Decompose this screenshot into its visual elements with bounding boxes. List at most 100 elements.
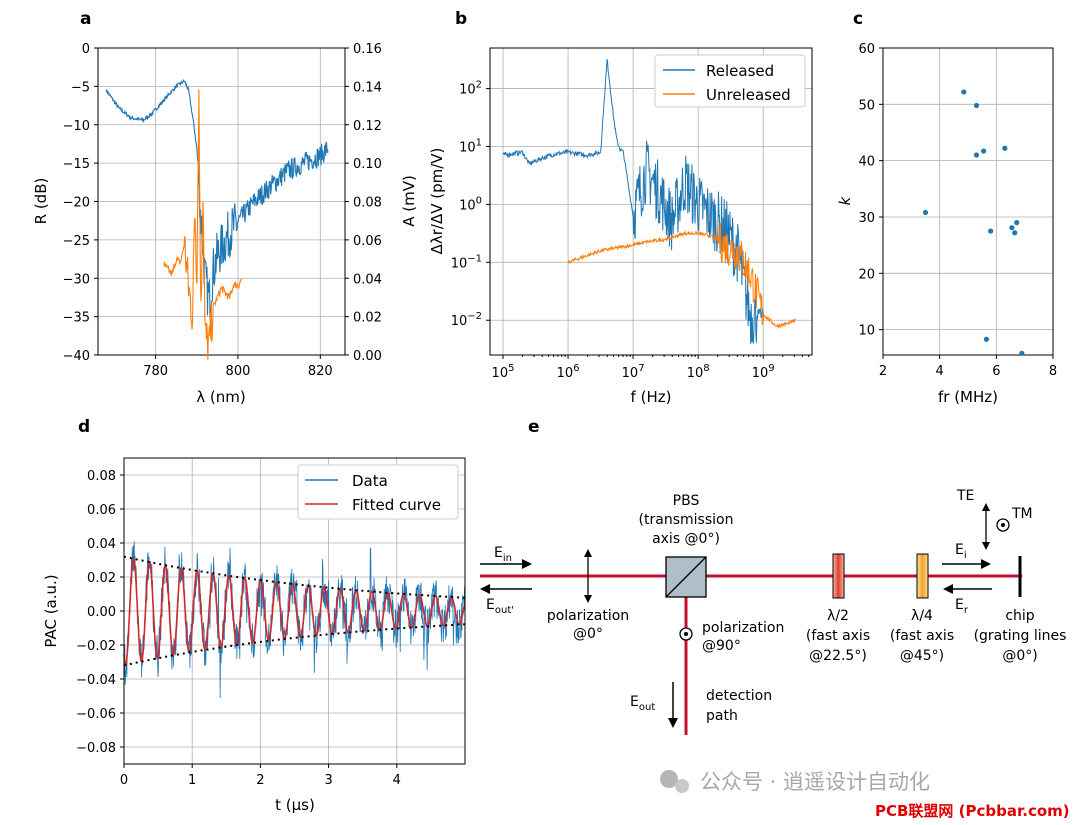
scatter-point [1014, 220, 1020, 226]
ei-label: Ei [955, 542, 967, 561]
tick-label-y-b: 10−1 [451, 253, 482, 271]
scatter-point [973, 152, 980, 158]
qwp-label-1: λ/4 [911, 608, 933, 624]
detection-label-1: detection [706, 688, 772, 704]
tick-label-x-b: 109 [752, 363, 775, 381]
pbs-sub-1: (transmission [639, 512, 734, 528]
scatter-point [980, 148, 987, 154]
panel-label-c: c [853, 9, 863, 29]
er-arrowhead [943, 584, 953, 594]
tick-label-x-c: 2 [879, 364, 887, 379]
tick-label-y-a: −35 [63, 311, 90, 326]
legend-d: Data Fitted curve [297, 464, 459, 520]
legend-label-unreleased: Unreleased [706, 86, 791, 104]
tick-label-y2-a: 0.02 [353, 311, 382, 326]
tick-label-y2-a: 0.12 [353, 119, 382, 134]
tick-label-x-d: 0 [120, 773, 128, 788]
scatter-point [961, 89, 967, 95]
pol0-label-2: @0° [573, 626, 603, 642]
x-axis-label-b: f (Hz) [631, 388, 672, 406]
chip-label-3: @0°) [1002, 648, 1037, 664]
tick-label-x-d: 1 [188, 773, 196, 788]
tick-label-y-b: 100 [459, 195, 482, 213]
y-axis-label-d: PAC (a.u.) [42, 574, 60, 647]
tick-label-y-a: −30 [63, 272, 90, 287]
hwp-label-2: (fast axis [806, 628, 870, 644]
tick-label-y-b: 102 [459, 80, 482, 98]
pol90-dot-center [684, 632, 688, 636]
chip-label-2: (grating lines [974, 628, 1067, 644]
plot-frame-c [882, 47, 1054, 356]
hwp-label-1: λ/2 [827, 608, 849, 624]
pol0-arrowhead-down [584, 595, 592, 603]
scatter-point [1012, 230, 1018, 236]
tick-label-x-b: 108 [687, 363, 710, 381]
panel-label-a: a [80, 9, 91, 29]
series-unreleased-line [567, 221, 796, 330]
y2-axis-label-a: A (mV) [400, 175, 418, 227]
tick-label-y2-a: 0.04 [353, 272, 382, 287]
legend-box-d [297, 464, 459, 520]
tick-label-y2-a: 0.16 [353, 42, 382, 57]
wechat-icon [660, 770, 678, 788]
chart-c: 2 4 6 8 10 20 30 40 50 60 fr (MHz) k [836, 42, 1057, 406]
tick-label-y2-a: 0.06 [353, 234, 382, 249]
tick-label-y-d: 0.04 [87, 537, 116, 552]
tick-label-x-d: 3 [324, 773, 332, 788]
tick-label-y-a: −10 [63, 119, 90, 134]
x-axis-label-a: λ (nm) [196, 388, 245, 406]
detection-label-2: path [706, 708, 738, 724]
tick-label-y-d: 0.00 [87, 605, 116, 620]
te-label: TE [956, 488, 974, 504]
eout-label: Eout [630, 694, 655, 713]
tick-label-y-d: −0.02 [76, 639, 116, 654]
scatter-point [988, 228, 994, 234]
scatter-point [1019, 350, 1025, 356]
pbs-title: PBS [673, 493, 700, 509]
ei-arrowhead [981, 559, 991, 569]
tick-label-y-c: 40 [858, 155, 875, 170]
plot-frame-b [489, 47, 813, 356]
tick-label-x-b: 105 [492, 363, 515, 381]
tick-label-y-d: −0.08 [76, 741, 116, 756]
panel-label-d: d [78, 417, 90, 437]
y-axis-label-a: R (dB) [32, 178, 50, 225]
tm-dot-center [1001, 523, 1005, 527]
series-fit-line [123, 557, 466, 667]
eoutp-arrowhead [480, 584, 490, 594]
tick-label-y-a: 0 [82, 42, 90, 57]
tick-label-y-b: 101 [459, 137, 482, 155]
tick-label-x-c: 8 [1049, 364, 1057, 379]
tick-label-y2-a: 0.00 [353, 349, 382, 364]
qwp-label-3: @45°) [900, 648, 944, 664]
te-arrowhead-up [982, 503, 990, 511]
tick-label-x-d: 2 [256, 773, 264, 788]
tick-label-y-a: −15 [63, 157, 90, 172]
pol0-label-1: polarization [547, 608, 629, 624]
panel-label-e: e [528, 417, 540, 437]
tick-label-y-a: −20 [63, 196, 90, 211]
tick-label-x-d: 4 [393, 773, 401, 788]
tick-label-y2-a: 0.10 [353, 157, 382, 172]
scatter-point [1009, 225, 1015, 231]
tick-label-y-d: −0.04 [76, 673, 116, 688]
scatter-point [983, 336, 990, 342]
qwp-label-2: (fast axis [890, 628, 954, 644]
tick-label-y-d: 0.02 [87, 571, 116, 586]
te-arrowhead-down [982, 542, 990, 550]
tick-label-x-b: 106 [557, 363, 580, 381]
tick-label-y-d: 0.06 [87, 503, 116, 518]
tick-label-y2-a: 0.08 [353, 196, 382, 211]
legend-label-released: Released [706, 62, 774, 80]
scatter-point [922, 209, 929, 216]
tick-label-x-c: 4 [936, 364, 944, 379]
legend-label-fit: Fitted curve [352, 496, 441, 514]
tick-label-y-c: 60 [858, 42, 875, 57]
tick-label-y-a: −25 [63, 234, 90, 249]
pbs-diagonal [665, 556, 707, 598]
y-axis-label-c: k [836, 195, 854, 205]
watermark: 公众号 · 逍遥设计自动化 PCB联盟网 (Pcbbar.com) [660, 770, 1070, 820]
x-axis-label-c: fr (MHz) [938, 388, 998, 406]
y-axis-label-b: Δλr/ΔV (pm/V) [428, 148, 446, 255]
